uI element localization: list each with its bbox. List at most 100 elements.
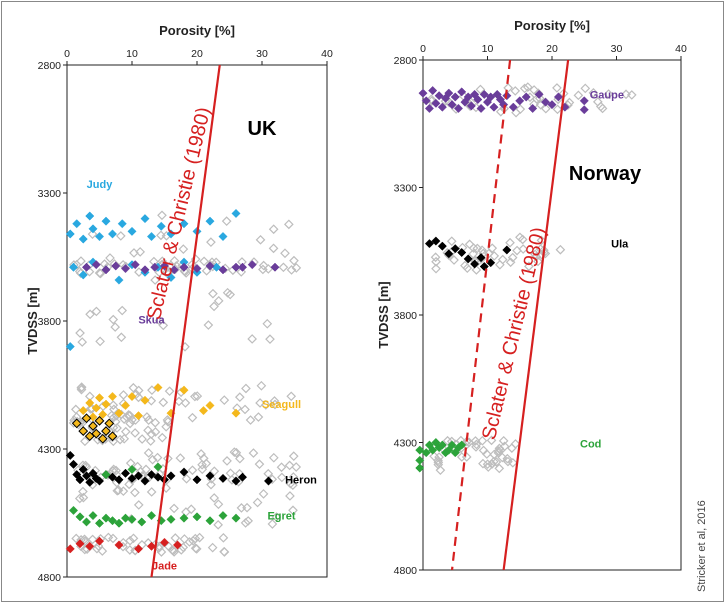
reference-point [78,486,88,497]
data-point [415,463,425,473]
series-label: Heron [285,475,317,487]
data-point [218,265,228,275]
reference-point [481,449,492,459]
data-point [111,261,121,271]
reference-point [288,451,299,461]
reference-point [163,453,173,464]
data-point [68,505,79,515]
data-point [127,464,137,475]
reference-point [199,256,209,267]
reference-point [265,334,275,345]
reference-point [147,385,157,395]
trend-line-label: Sclater & Christie (1980) [143,105,215,322]
reference-point [540,103,551,114]
reference-point [108,400,119,411]
series-label: Egret [267,510,295,522]
reference-point [597,103,608,114]
x-tick-label: 40 [321,48,333,60]
reference-point [588,87,599,98]
region-label: Norway [569,163,642,185]
reference-point [174,396,184,407]
reference-point [529,85,539,95]
reference-point [180,398,191,408]
reference-point [76,256,86,266]
reference-point [446,236,457,247]
reference-point [108,314,119,325]
data-point [428,86,438,96]
reference-point [522,82,533,92]
reference-point [225,289,236,300]
reference-point [112,423,122,433]
reference-point [121,412,132,422]
data-point [153,472,163,482]
reference-point [268,224,279,235]
data-point [91,403,101,413]
y-tick-label: 3800 [394,310,418,322]
data-point [101,216,111,226]
data-point [146,541,157,551]
data-point [179,513,189,523]
data-point [140,265,150,275]
reference-point [505,257,516,268]
series-gaupe [418,86,589,115]
data-point [424,103,435,114]
reference-point [471,442,481,452]
data-point [540,97,551,107]
data-point [447,440,457,450]
reference-point [142,412,152,422]
reference-point [125,418,135,429]
data-point [146,470,157,480]
reference-point [540,248,551,259]
data-point [205,471,215,481]
reference-point [194,532,205,543]
reference-point [158,320,169,331]
data-point [453,103,464,114]
data-point [94,393,105,403]
reference-point [157,432,168,443]
reference-point [235,453,245,464]
reference-point [152,452,163,463]
data-point [120,468,131,478]
data-point [107,472,118,482]
data-point [97,433,108,444]
data-point [133,471,144,481]
reference-point [254,459,265,469]
reference-point [111,465,121,476]
data-point [470,259,480,269]
reference-point [219,546,229,557]
reference-point [128,533,139,544]
data-point [457,87,467,97]
data-point [172,540,183,550]
data-point [91,260,101,270]
data-point [137,517,147,527]
reference-point [268,452,279,463]
reference-point [74,493,85,504]
reference-point [157,210,167,221]
data-point [166,514,176,524]
reference-point [162,415,173,425]
reference-point [285,491,295,501]
data-point [579,96,589,106]
data-point [107,516,118,526]
data-point [65,229,75,239]
reference-point [161,267,172,278]
reference-point [284,460,295,471]
reference-point [187,465,198,476]
reference-point [94,268,105,278]
data-point [140,214,150,224]
data-point [133,544,144,554]
reference-point [187,412,198,423]
reference-point [112,485,123,496]
data-point [444,88,454,98]
series-skua [81,260,280,275]
data-point [218,473,228,483]
data-point [450,92,460,102]
data-point [146,231,157,242]
data-point [450,244,460,254]
reference-point [196,449,206,459]
data-point [447,100,457,110]
reference-point [156,547,167,557]
series-label: Cod [580,439,601,451]
data-point [140,395,150,405]
